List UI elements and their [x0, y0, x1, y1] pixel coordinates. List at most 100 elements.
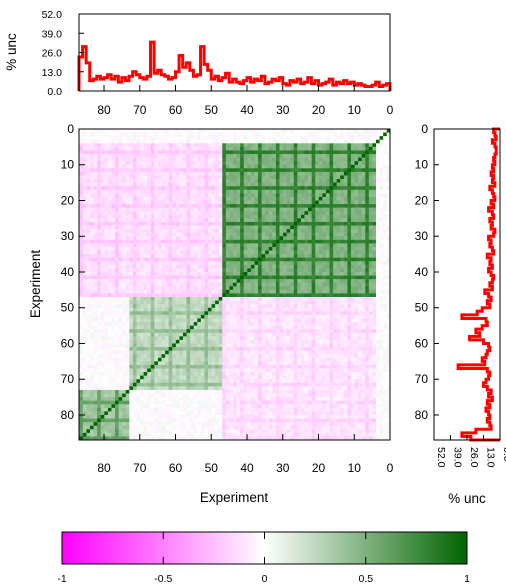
heatmap-cell	[250, 268, 255, 273]
heatmap-cell	[286, 307, 291, 312]
heatmap-cell	[211, 329, 216, 334]
heatmap-cell	[311, 254, 316, 258]
heatmap-cell	[332, 182, 337, 187]
heatmap-cell	[89, 318, 94, 323]
heatmap-cell	[104, 246, 108, 251]
heatmap-cell	[289, 254, 294, 258]
heatmap-cell	[347, 279, 351, 284]
heatmap-cell	[325, 136, 330, 141]
heatmap-cell	[307, 279, 312, 284]
heatmap-cell	[225, 325, 230, 330]
heatmap-cell	[332, 254, 337, 258]
heatmap-cell	[232, 307, 237, 312]
heatmap-cell	[146, 236, 151, 241]
heatmap-cell	[136, 175, 141, 180]
heatmap-cell	[354, 196, 359, 201]
heatmap-cell	[150, 236, 155, 241]
heatmap-cell	[350, 229, 355, 233]
heatmap-cell	[164, 254, 169, 258]
heatmap-cell	[146, 139, 151, 144]
heatmap-cell	[325, 221, 330, 226]
heatmap-cell	[247, 196, 251, 201]
heatmap-cell	[189, 243, 194, 248]
heatmap-cell	[382, 139, 387, 144]
heatmap-cell	[239, 311, 244, 316]
heatmap-cell	[375, 189, 380, 194]
heatmap-cell	[275, 207, 280, 212]
heatmap-cell	[307, 275, 312, 280]
heatmap-cell	[297, 293, 301, 298]
heatmap-cell	[375, 311, 380, 316]
heatmap-cell	[218, 132, 223, 137]
heatmap-cell	[304, 168, 309, 173]
heatmap-cell	[243, 268, 248, 273]
heatmap-cell	[114, 225, 119, 230]
heatmap-cell	[179, 297, 183, 301]
heatmap-cell	[343, 204, 348, 208]
heatmap-cell	[229, 146, 234, 151]
heatmap-cell	[136, 239, 141, 244]
heatmap-cell	[207, 254, 212, 258]
heatmap-cell	[186, 211, 191, 216]
heatmap-cell	[189, 139, 194, 144]
heatmap-cell	[79, 146, 83, 151]
heatmap-cell	[89, 136, 94, 141]
heatmap-cell	[200, 271, 205, 276]
heatmap-cell	[104, 304, 108, 309]
heatmap-cell	[82, 189, 87, 194]
heatmap-cell	[86, 229, 91, 233]
heatmap-cell	[289, 204, 294, 208]
heatmap-cell	[107, 325, 112, 330]
heatmap-cell	[93, 186, 98, 191]
heatmap-cell	[368, 300, 373, 305]
heatmap-cell	[247, 322, 251, 326]
heatmap-cell	[96, 264, 101, 269]
heatmap-cell	[332, 314, 337, 319]
heatmap-cell	[125, 268, 130, 273]
heatmap-cell	[136, 246, 141, 251]
heatmap-cell	[161, 143, 166, 148]
heatmap-cell	[368, 200, 373, 205]
heatmap-cell	[257, 186, 262, 191]
heatmap-cell	[121, 329, 126, 334]
heatmap-cell	[247, 243, 251, 248]
heatmap-cell	[272, 261, 276, 266]
heatmap-cell	[382, 186, 387, 191]
heatmap-cell	[357, 293, 362, 298]
heatmap-cell	[264, 229, 269, 233]
heatmap-cell	[314, 200, 319, 205]
heatmap-cell	[368, 304, 373, 309]
heatmap-cell	[311, 179, 316, 183]
heatmap-cell	[379, 304, 384, 309]
heatmap-cell	[261, 271, 266, 276]
heatmap-cell	[350, 175, 355, 180]
heatmap-cell	[175, 264, 180, 269]
heatmap-cell	[96, 154, 101, 158]
heatmap-cell	[118, 143, 123, 148]
heatmap-cell	[261, 164, 266, 169]
heatmap-cell	[343, 218, 348, 223]
heatmap-cell	[329, 221, 334, 226]
heatmap-cell	[379, 175, 384, 180]
heatmap-cell	[314, 304, 319, 309]
heatmap-cell	[207, 225, 212, 230]
heatmap-cell	[382, 282, 387, 287]
heatmap-cell	[357, 225, 362, 230]
heatmap-cell	[204, 257, 208, 262]
heatmap-cell	[354, 171, 359, 176]
heatmap-cell	[311, 204, 316, 208]
heatmap-cell	[132, 314, 137, 319]
heatmap-cell	[146, 268, 151, 273]
heatmap-cell	[314, 218, 319, 223]
heatmap-cell	[189, 232, 194, 237]
heatmap-cell	[93, 229, 98, 233]
heatmap-cell	[93, 300, 98, 305]
heatmap-cell	[136, 250, 141, 255]
heatmap-cell	[182, 211, 187, 216]
heatmap-cell	[286, 268, 291, 273]
heatmap-cell	[132, 157, 137, 162]
heatmap-cell	[193, 161, 198, 166]
heatmap-cell	[121, 207, 126, 212]
heatmap-cell	[336, 193, 341, 198]
heatmap-cell	[272, 300, 276, 305]
